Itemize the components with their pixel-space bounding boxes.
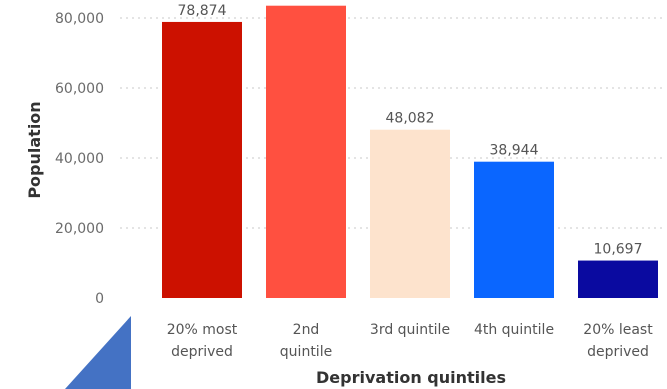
bar xyxy=(370,129,450,298)
y-tick-label: 60,000 xyxy=(55,81,104,97)
bar xyxy=(162,21,242,298)
data-labels: 78,874 83,514 48,082 38,944 10,697 xyxy=(178,0,643,258)
decorative-triangle xyxy=(65,316,131,389)
x-category-label: 20% least deprived xyxy=(583,322,653,360)
data-label: 38,944 xyxy=(490,143,539,159)
x-category-label: 20% most deprived xyxy=(167,322,238,360)
data-label: 10,697 xyxy=(594,242,643,258)
x-axis-title: Deprivation quintiles xyxy=(316,368,506,387)
x-axis-categories: 20% most deprived 2nd quintile 3rd quintile 4… xyxy=(167,322,654,360)
bars xyxy=(162,5,658,299)
y-tick-label: 80,000 xyxy=(55,11,104,27)
x-category-label: 2nd quintile xyxy=(280,322,332,360)
y-tick-label: 40,000 xyxy=(55,151,104,167)
data-label: 48,082 xyxy=(386,111,435,127)
y-tick-label: 20,000 xyxy=(55,221,104,237)
bar xyxy=(474,161,554,298)
data-label: 83,514 xyxy=(282,0,331,3)
y-axis-title: Population xyxy=(25,101,44,198)
bar xyxy=(578,260,658,298)
y-axis-ticks: 0 20,000 40,000 60,000 80,000 xyxy=(55,11,104,307)
x-category-label: 4th quintile xyxy=(474,322,554,338)
y-tick-label: 0 xyxy=(95,291,104,307)
x-category-label: 3rd quintile xyxy=(370,322,450,338)
bar xyxy=(266,5,346,299)
data-label: 78,874 xyxy=(178,3,227,19)
